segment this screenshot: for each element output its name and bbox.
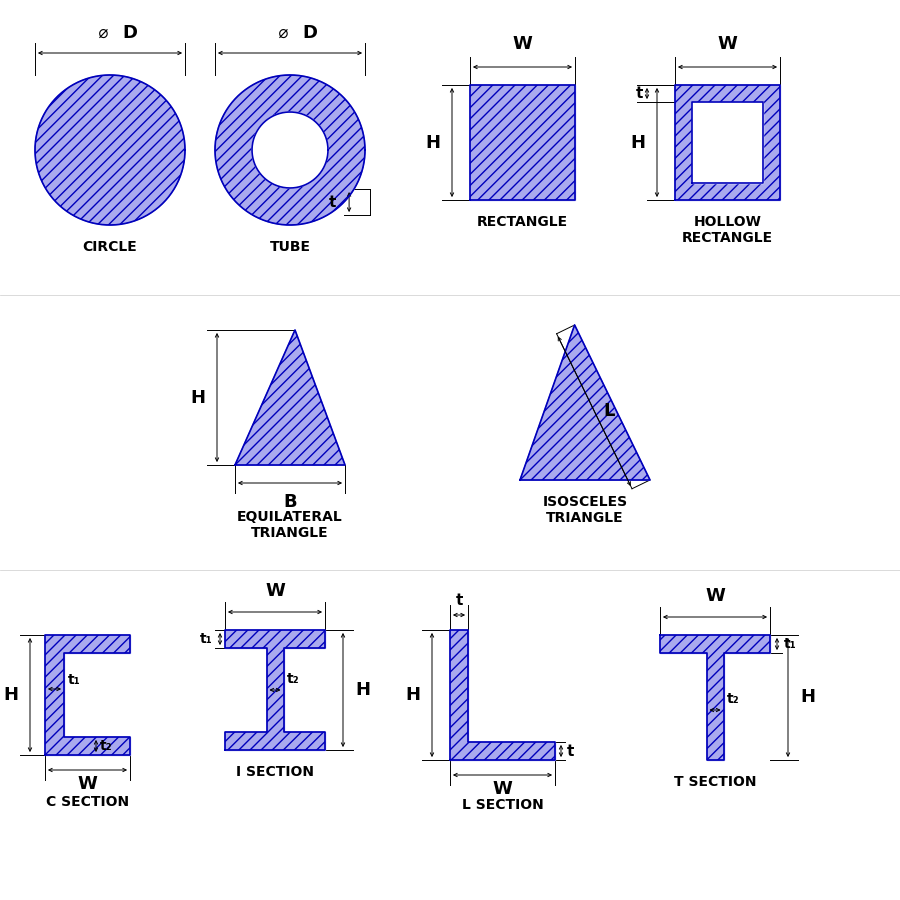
Text: D: D	[122, 24, 137, 42]
Polygon shape	[225, 630, 325, 750]
Text: H: H	[405, 686, 420, 704]
Polygon shape	[45, 635, 130, 755]
Polygon shape	[470, 85, 575, 200]
Text: H: H	[3, 686, 18, 704]
Polygon shape	[675, 85, 780, 200]
Text: D: D	[302, 24, 317, 42]
Text: t₂: t₂	[100, 739, 112, 753]
Text: W: W	[513, 35, 533, 53]
Text: ⌀: ⌀	[98, 24, 108, 42]
Text: L: L	[604, 402, 615, 420]
Text: H: H	[355, 681, 370, 699]
Text: EQUILATERAL
TRIANGLE: EQUILATERAL TRIANGLE	[237, 510, 343, 540]
Text: t₁: t₁	[200, 632, 213, 646]
Text: CIRCLE: CIRCLE	[83, 240, 138, 254]
Text: t₂: t₂	[726, 692, 739, 706]
Text: W: W	[717, 35, 737, 53]
Text: H: H	[425, 133, 440, 151]
Text: W: W	[266, 582, 285, 600]
Text: TUBE: TUBE	[269, 240, 310, 254]
Text: H: H	[190, 389, 205, 407]
Text: t: t	[328, 194, 336, 210]
Text: W: W	[492, 780, 512, 798]
Polygon shape	[450, 630, 555, 760]
Polygon shape	[252, 112, 328, 188]
Text: H: H	[800, 688, 815, 706]
Text: B: B	[284, 493, 297, 511]
Text: C SECTION: C SECTION	[46, 795, 129, 809]
Text: W: W	[77, 775, 97, 793]
Text: L SECTION: L SECTION	[462, 798, 544, 812]
Polygon shape	[215, 75, 365, 225]
Text: t₂: t₂	[286, 672, 299, 686]
Text: ⌀: ⌀	[278, 24, 288, 42]
Text: t: t	[455, 593, 463, 608]
Text: RECTANGLE: RECTANGLE	[477, 215, 568, 229]
Text: t₁: t₁	[68, 673, 81, 687]
Text: HOLLOW
RECTANGLE: HOLLOW RECTANGLE	[682, 215, 773, 245]
Text: t₁: t₁	[784, 637, 796, 651]
Text: I SECTION: I SECTION	[236, 765, 314, 779]
Text: H: H	[630, 133, 645, 151]
Text: T SECTION: T SECTION	[674, 775, 756, 789]
Polygon shape	[660, 635, 770, 760]
Text: W: W	[705, 587, 725, 605]
Text: ISOSCELES
TRIANGLE: ISOSCELES TRIANGLE	[543, 495, 627, 526]
Polygon shape	[35, 75, 185, 225]
Polygon shape	[235, 330, 345, 465]
Polygon shape	[692, 102, 763, 183]
Polygon shape	[520, 325, 650, 480]
Text: t: t	[567, 743, 574, 759]
Text: t: t	[635, 86, 643, 101]
